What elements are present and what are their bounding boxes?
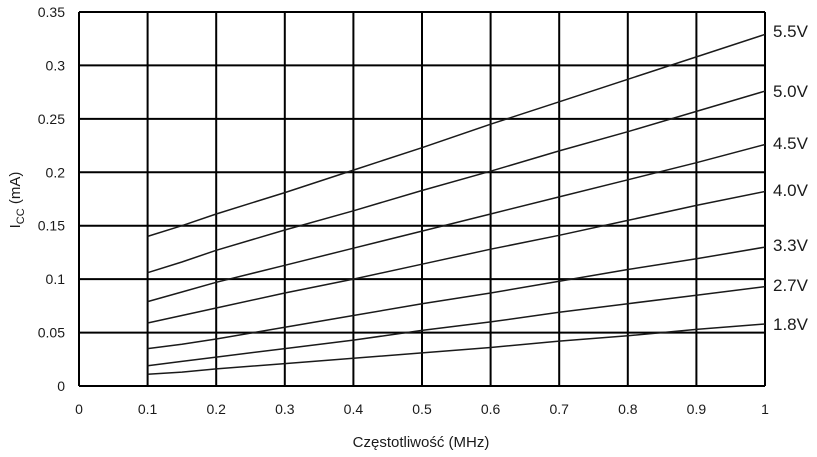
series-label: 5.0V <box>773 82 809 101</box>
grid <box>78 11 766 387</box>
y-tick-labels: 0 0.05 0.1 0.15 0.2 0.25 0.3 0.35 <box>38 4 65 394</box>
x-tick-label: 1 <box>761 401 769 417</box>
series-line <box>147 190 766 324</box>
series-label: 1.8V <box>773 315 809 334</box>
y-axis-title: ICC (mA) <box>7 172 27 229</box>
series-label: 4.0V <box>773 181 809 200</box>
y-tick-label: 0.15 <box>38 218 65 234</box>
series-label: 3.3V <box>773 236 809 255</box>
x-tick-label: 0.8 <box>618 401 638 417</box>
x-axis-title: Częstotliwość (MHz) <box>353 434 490 451</box>
x-tick-labels: 0 0.1 0.2 0.3 0.4 0.5 0.6 0.7 0.8 0.9 1 <box>75 401 769 417</box>
y-tick-label: 0.3 <box>46 57 66 73</box>
y-axis-title-main: I <box>7 224 24 228</box>
y-tick-label: 0.05 <box>38 325 65 341</box>
y-tick-label: 0.25 <box>38 111 65 127</box>
x-tick-label: 0.3 <box>275 401 295 417</box>
y-tick-label: 0.2 <box>46 164 66 180</box>
series-labels: 5.5V 5.0V 4.5V 4.0V 3.3V 2.7V 1.8V <box>773 22 809 334</box>
x-tick-label: 0.1 <box>138 401 158 417</box>
series-line <box>147 143 766 303</box>
x-tick-label: 0 <box>75 401 83 417</box>
series-line <box>147 90 766 274</box>
y-axis-title-sub: CC <box>15 208 27 224</box>
series-label: 2.7V <box>773 276 809 295</box>
x-tick-label: 0.5 <box>412 401 432 417</box>
x-tick-label: 0.2 <box>206 401 226 417</box>
y-tick-label: 0 <box>57 378 65 394</box>
series-line <box>147 323 766 375</box>
y-axis-title-unit: (mA) <box>7 172 24 209</box>
series-label: 5.5V <box>773 22 809 41</box>
x-tick-label: 0.6 <box>481 401 501 417</box>
x-tick-label: 0.7 <box>549 401 569 417</box>
y-tick-label: 0.1 <box>46 271 66 287</box>
series-lines <box>147 33 766 375</box>
x-tick-label: 0.9 <box>687 401 707 417</box>
y-tick-label: 0.35 <box>38 4 65 20</box>
series-line <box>147 285 766 367</box>
series-line <box>147 246 766 350</box>
series-line <box>147 33 766 238</box>
series-label: 4.5V <box>773 134 809 153</box>
x-tick-label: 0.4 <box>344 401 364 417</box>
